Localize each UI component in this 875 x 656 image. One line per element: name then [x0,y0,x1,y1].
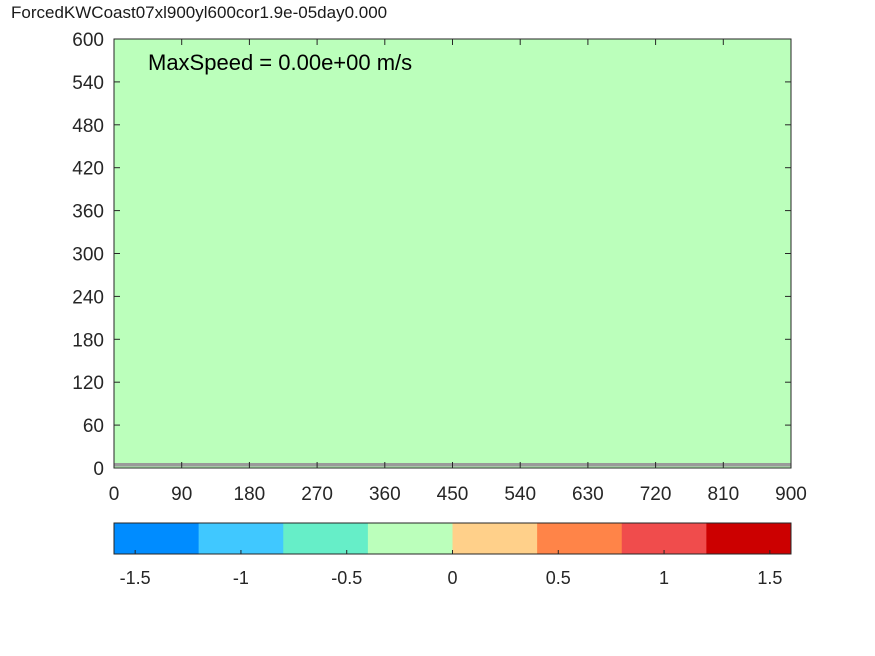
colorbar-bin [621,523,707,554]
colorbar-tick-label: 0 [447,568,457,588]
y-tick-label: 360 [72,202,104,223]
colorbar-tick-label: -0.5 [331,568,362,588]
x-tick-label: 450 [437,484,469,505]
y-tick-label: 120 [72,373,104,394]
x-tick-label: 810 [707,484,739,505]
colorbar-bin [283,523,369,554]
colorbar-bin [537,523,623,554]
colorbar-bin [198,523,284,554]
y-tick-label: 540 [72,73,104,94]
colorbar-tick-label: 1 [659,568,669,588]
y-tick-label: 0 [93,459,104,480]
colorbar-bin [706,523,792,554]
chart-title: ForcedKWCoast07xl900yl600cor1.9e-05day0.… [11,3,388,22]
main-axes: 0 90 180 270 360 450 540 630 720 810 900 0 60 120 180 2… [72,30,807,505]
colorbar-bin [452,523,538,554]
colorbar-tick-label: -1.5 [120,568,151,588]
x-tick-label: 360 [369,484,401,505]
y-tick-label: 60 [83,416,104,437]
x-tick-label: 720 [640,484,672,505]
x-tick-label: 900 [775,484,807,505]
x-tick-label: 540 [504,484,536,505]
colorbar-tick-label: 0.5 [546,568,571,588]
colorbar-bin [114,523,200,554]
max-speed-annotation: MaxSpeed = 0.00e+00 m/s [148,50,412,75]
colorbar-tick-label: -1 [233,568,249,588]
x-tick-label: 270 [301,484,333,505]
y-tick-label: 420 [72,159,104,180]
x-tick-label: 90 [171,484,192,505]
colorbar-bin [367,523,453,554]
y-tick-label: 480 [72,116,104,137]
x-tick-label: 0 [109,484,120,505]
field-fill [114,39,791,468]
y-tick-label: 240 [72,287,104,308]
colorbar-tick-label: 1.5 [757,568,782,588]
colorbar: -1.5 -1 -0.5 0 0.5 1 1.5 [113,522,792,588]
y-tick-label: 180 [72,330,104,351]
y-tick-label: 300 [72,245,104,266]
x-tick-label: 630 [572,484,604,505]
x-tick-label: 180 [234,484,266,505]
y-tick-label: 600 [72,30,104,51]
